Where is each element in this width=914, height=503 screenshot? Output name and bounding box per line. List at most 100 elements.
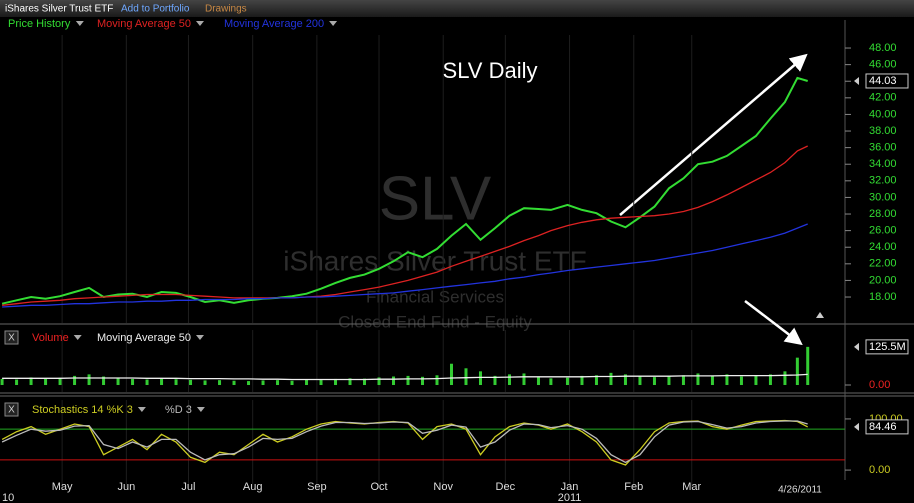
volume-bar	[406, 375, 410, 386]
x-tick-label: Mar	[682, 481, 701, 493]
legend-entry[interactable]: Stochastics 14 %K 3	[32, 404, 133, 416]
y-tick-label: 46.00	[869, 59, 897, 71]
toolbar	[0, 0, 914, 17]
volume-bar	[87, 374, 91, 386]
series-line	[1, 419, 809, 466]
y-tick-label: 18.00	[869, 291, 897, 303]
volume-bar	[681, 375, 685, 386]
volume-bar	[0, 378, 4, 386]
volume-bar	[363, 378, 367, 386]
close-label[interactable]: X	[8, 405, 15, 416]
y-tick-label: 30.00	[869, 191, 897, 203]
y-tick-label: 48.00	[869, 42, 897, 54]
y-tick-label: 38.00	[869, 125, 897, 137]
volume-bar	[549, 378, 553, 386]
volume-bar	[218, 380, 222, 386]
close-box[interactable]	[4, 330, 19, 345]
series-line	[2, 223, 808, 308]
volume-bar	[768, 374, 772, 386]
volume-bar	[131, 378, 135, 386]
volume-bar	[29, 377, 33, 386]
legend-entry[interactable]: Moving Average 50	[97, 332, 191, 344]
last-date-label: 4/26/2011	[778, 485, 822, 496]
series-line	[2, 373, 808, 381]
volume-bar	[795, 357, 799, 386]
plot-layer	[0, 35, 845, 488]
volume-bar	[507, 374, 511, 386]
volume-bar	[667, 375, 671, 386]
volume-bar	[478, 371, 482, 386]
x-tick-label: Jun	[117, 481, 135, 493]
y-tick-label: 40.00	[869, 108, 897, 120]
y-tick-label: 32.00	[869, 175, 897, 187]
dropdown-arrow[interactable]	[196, 407, 205, 412]
volume-bar	[58, 377, 62, 386]
close-button[interactable]: X	[4, 330, 19, 345]
watermark-symbol: SLV	[379, 164, 492, 233]
volume-bar	[652, 377, 656, 386]
x-tick-label: Dec	[496, 481, 516, 493]
add-to-portfolio[interactable]: Add to Portfolio	[121, 4, 190, 15]
y-tick-label: 34.00	[869, 158, 897, 170]
drawings[interactable]: Drawings	[205, 4, 247, 15]
toolbar-title: iShares Silver Trust ETF	[5, 4, 113, 15]
volume-bar	[102, 376, 106, 386]
volume-bar	[565, 377, 569, 386]
volume-bar	[319, 379, 323, 386]
current-marker	[854, 422, 859, 431]
volume-bar	[73, 375, 77, 386]
volume-bar	[783, 371, 787, 386]
current-value-box	[865, 73, 909, 89]
volume-bar	[15, 379, 19, 386]
arrow	[619, 53, 808, 216]
current-value-box	[865, 419, 909, 435]
volume-bar	[435, 375, 439, 386]
dropdown-arrow[interactable]	[137, 407, 146, 412]
volume-bar	[594, 375, 598, 386]
volume-bar	[44, 378, 48, 386]
legend-entry[interactable]: Moving Average 200	[224, 18, 324, 30]
scroll-arrow[interactable]	[816, 312, 824, 318]
x-tick-label: May	[52, 481, 73, 493]
volume-bar	[392, 376, 396, 386]
volume-bar	[449, 363, 453, 386]
close-box[interactable]	[4, 402, 19, 417]
watermark-sector: Financial Services	[366, 287, 504, 306]
volume-bar	[232, 380, 236, 386]
current-value: 125.5M	[869, 341, 906, 353]
volume-bar	[160, 378, 164, 386]
dropdown-arrow[interactable]	[195, 21, 204, 26]
dropdown-arrow[interactable]	[329, 21, 338, 26]
y-tick-label: 22.00	[869, 258, 897, 270]
volume-bar	[754, 375, 758, 386]
volume-bar	[305, 379, 309, 386]
dropdown-arrow[interactable]	[75, 21, 84, 26]
y-tick-label: 24.00	[869, 241, 897, 253]
y-tick-label: 28.00	[869, 208, 897, 220]
legend-entry[interactable]: Moving Average 50	[97, 18, 191, 30]
volume-bar	[290, 380, 294, 386]
legend-entry[interactable]: %D 3	[165, 404, 192, 416]
current-marker	[854, 342, 859, 351]
volume-bar	[725, 374, 729, 386]
volume-bar	[638, 376, 642, 386]
series-line	[1, 420, 808, 464]
volume-bar	[348, 378, 352, 386]
legend-entry[interactable]: Price History	[8, 18, 71, 30]
y-tick-label: 20.00	[869, 274, 897, 286]
current-marker	[854, 76, 859, 85]
volume-bar	[247, 381, 251, 386]
legend-entry[interactable]: Volume	[32, 332, 69, 344]
volume-bar	[536, 376, 540, 386]
year-label: 2011	[558, 492, 582, 503]
y-tick-label: 42.00	[869, 92, 897, 104]
close-button[interactable]: X	[4, 402, 19, 417]
volume-bar	[334, 378, 338, 386]
volume-bar	[189, 379, 193, 386]
dropdown-arrow[interactable]	[195, 335, 204, 340]
volume-bar	[464, 368, 468, 386]
close-label[interactable]: X	[8, 333, 15, 344]
dropdown-arrow[interactable]	[73, 335, 82, 340]
x-tick-label: Sep	[307, 481, 327, 493]
